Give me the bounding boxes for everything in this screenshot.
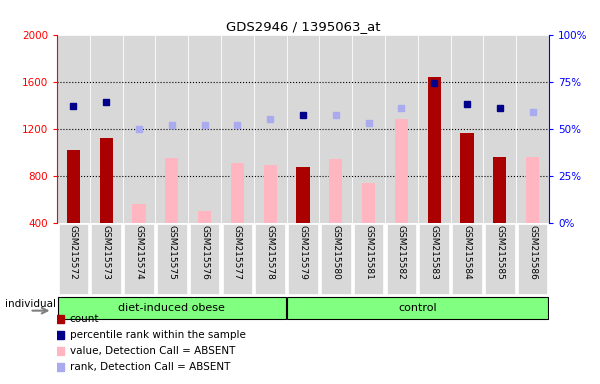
FancyBboxPatch shape: [124, 224, 154, 294]
FancyBboxPatch shape: [385, 35, 418, 223]
FancyBboxPatch shape: [256, 224, 285, 294]
FancyBboxPatch shape: [352, 35, 385, 223]
FancyBboxPatch shape: [354, 224, 383, 294]
Text: GSM215584: GSM215584: [463, 225, 472, 280]
Bar: [165, 158, 178, 223]
Text: GSM215579: GSM215579: [299, 225, 308, 280]
Text: rank, Detection Call = ABSENT: rank, Detection Call = ABSENT: [70, 362, 230, 372]
FancyBboxPatch shape: [155, 35, 188, 223]
Bar: [428, 77, 441, 223]
Bar: [329, 159, 343, 223]
Text: value, Detection Call = ABSENT: value, Detection Call = ABSENT: [70, 346, 235, 356]
Bar: [231, 163, 244, 223]
Text: GSM215578: GSM215578: [266, 225, 275, 280]
Text: GSM215582: GSM215582: [397, 225, 406, 280]
Bar: [460, 133, 473, 223]
FancyBboxPatch shape: [288, 224, 318, 294]
Bar: [526, 157, 539, 223]
FancyBboxPatch shape: [90, 35, 122, 223]
Bar: [198, 211, 211, 223]
FancyBboxPatch shape: [122, 35, 155, 223]
FancyBboxPatch shape: [319, 35, 352, 223]
FancyBboxPatch shape: [157, 224, 187, 294]
FancyBboxPatch shape: [58, 297, 286, 319]
Text: GSM215583: GSM215583: [430, 225, 439, 280]
FancyBboxPatch shape: [287, 297, 548, 319]
FancyBboxPatch shape: [516, 35, 549, 223]
Text: GSM215585: GSM215585: [496, 225, 504, 280]
Bar: [263, 165, 277, 223]
FancyBboxPatch shape: [484, 35, 516, 223]
FancyBboxPatch shape: [518, 224, 547, 294]
Bar: [100, 138, 113, 223]
Text: GSM215575: GSM215575: [167, 225, 176, 280]
Text: control: control: [398, 303, 437, 313]
FancyBboxPatch shape: [485, 224, 515, 294]
Text: GSM215573: GSM215573: [102, 225, 111, 280]
FancyBboxPatch shape: [287, 35, 319, 223]
FancyBboxPatch shape: [452, 224, 482, 294]
Text: GSM215574: GSM215574: [134, 225, 143, 280]
FancyBboxPatch shape: [386, 224, 416, 294]
FancyBboxPatch shape: [254, 35, 287, 223]
FancyBboxPatch shape: [91, 224, 121, 294]
Bar: [296, 167, 310, 223]
Bar: [67, 150, 80, 223]
FancyBboxPatch shape: [190, 224, 220, 294]
Bar: [493, 157, 506, 223]
Text: GSM215576: GSM215576: [200, 225, 209, 280]
Text: GSM215586: GSM215586: [528, 225, 537, 280]
Text: individual: individual: [5, 300, 56, 310]
Bar: [362, 183, 375, 223]
FancyBboxPatch shape: [221, 35, 254, 223]
Title: GDS2946 / 1395063_at: GDS2946 / 1395063_at: [226, 20, 380, 33]
FancyBboxPatch shape: [188, 35, 221, 223]
FancyBboxPatch shape: [57, 35, 90, 223]
FancyBboxPatch shape: [418, 35, 451, 223]
Bar: [395, 119, 408, 223]
Text: GSM215580: GSM215580: [331, 225, 340, 280]
FancyBboxPatch shape: [223, 224, 252, 294]
FancyBboxPatch shape: [321, 224, 350, 294]
Text: percentile rank within the sample: percentile rank within the sample: [70, 330, 245, 340]
FancyBboxPatch shape: [451, 35, 484, 223]
Text: count: count: [70, 314, 99, 324]
FancyBboxPatch shape: [419, 224, 449, 294]
Text: GSM215581: GSM215581: [364, 225, 373, 280]
Text: GSM215577: GSM215577: [233, 225, 242, 280]
Bar: [133, 204, 146, 223]
Text: diet-induced obese: diet-induced obese: [118, 303, 225, 313]
FancyBboxPatch shape: [59, 224, 88, 294]
Text: GSM215572: GSM215572: [69, 225, 78, 280]
